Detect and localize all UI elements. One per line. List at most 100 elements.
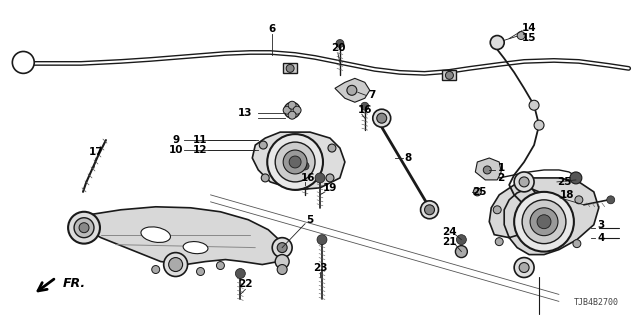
Text: 22: 22 [238,279,253,290]
Text: 3: 3 [597,220,604,230]
Circle shape [268,134,323,190]
Text: TJB4B2700: TJB4B2700 [573,298,619,307]
Circle shape [12,52,35,73]
Circle shape [286,64,294,72]
Circle shape [283,106,291,114]
Text: 23: 23 [313,262,327,273]
Text: 25: 25 [472,187,486,197]
Text: 13: 13 [238,108,253,118]
Text: 5: 5 [307,215,314,225]
Circle shape [347,85,357,95]
Circle shape [361,102,369,110]
Text: 9: 9 [172,135,179,145]
Polygon shape [335,78,370,102]
Text: FR.: FR. [63,277,86,290]
Text: 21: 21 [442,237,457,247]
Circle shape [288,111,296,119]
Circle shape [530,208,558,236]
Circle shape [293,106,301,114]
Circle shape [275,142,315,182]
Polygon shape [252,132,345,190]
Circle shape [573,240,581,248]
Circle shape [164,252,188,276]
Circle shape [236,268,245,278]
Text: 18: 18 [559,190,574,200]
Text: 11: 11 [193,135,208,145]
Text: 8: 8 [404,153,412,163]
Text: 20: 20 [331,44,345,53]
Text: 10: 10 [168,145,183,155]
Circle shape [514,172,534,192]
Circle shape [328,144,336,152]
Circle shape [529,100,539,110]
Text: 2: 2 [497,173,505,183]
Text: 15: 15 [522,33,536,43]
Circle shape [15,54,31,70]
Circle shape [445,71,453,79]
Ellipse shape [141,227,170,243]
Circle shape [522,200,566,244]
Circle shape [315,173,325,183]
Polygon shape [79,207,285,265]
Text: 17: 17 [89,147,103,157]
Circle shape [456,246,467,258]
Ellipse shape [183,242,208,254]
Circle shape [79,223,89,233]
Circle shape [326,174,334,182]
Circle shape [259,141,268,149]
Circle shape [289,156,301,168]
Circle shape [519,262,529,273]
Circle shape [336,40,344,47]
Circle shape [534,120,544,130]
Circle shape [261,174,269,182]
Polygon shape [489,178,599,255]
Circle shape [272,238,292,258]
Circle shape [152,266,160,274]
Circle shape [19,59,28,67]
Polygon shape [476,158,501,180]
Circle shape [519,177,529,187]
Circle shape [517,32,525,40]
Circle shape [575,196,583,204]
Bar [442,70,456,80]
Circle shape [377,113,387,123]
Circle shape [456,235,467,244]
Circle shape [514,258,534,277]
Circle shape [216,261,225,269]
Circle shape [420,201,438,219]
Circle shape [607,196,614,204]
Circle shape [169,258,182,271]
Text: 16: 16 [358,105,372,115]
Circle shape [495,238,503,246]
Bar [283,63,297,73]
Circle shape [514,192,574,252]
Circle shape [275,255,289,268]
Circle shape [277,243,287,252]
Text: 24: 24 [442,227,457,237]
Circle shape [284,102,300,118]
Text: 4: 4 [597,233,604,243]
Circle shape [483,166,492,174]
Circle shape [493,206,501,214]
Circle shape [317,235,327,244]
Circle shape [537,215,551,229]
Text: 6: 6 [269,24,276,34]
Text: 16: 16 [301,173,316,183]
Circle shape [68,212,100,244]
Text: 7: 7 [368,90,376,100]
Circle shape [283,150,307,174]
Circle shape [424,205,435,215]
Circle shape [474,188,481,196]
Circle shape [372,109,390,127]
Circle shape [288,101,296,109]
Circle shape [277,265,287,275]
Text: 14: 14 [522,23,536,33]
Text: 25: 25 [557,177,571,187]
Text: 1: 1 [497,163,505,173]
Circle shape [490,36,504,50]
Circle shape [570,172,582,184]
Text: 12: 12 [193,145,208,155]
Circle shape [301,162,309,170]
Circle shape [74,218,94,238]
Circle shape [196,268,205,276]
